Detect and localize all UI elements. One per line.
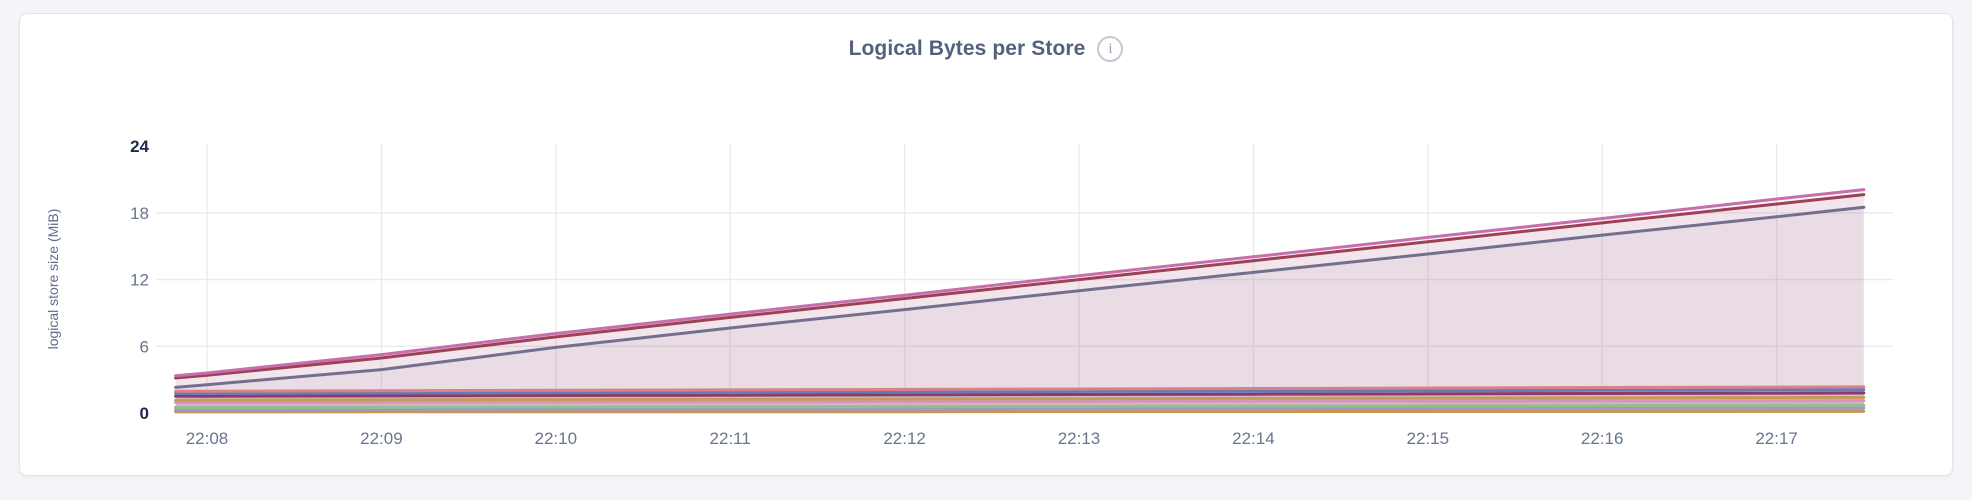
y-axis-tick-label: 12 <box>130 271 149 290</box>
series-fill-store-slate <box>175 207 1864 413</box>
series-fill-store-maroon <box>175 194 1864 413</box>
x-axis-tick-label: 22:12 <box>883 429 926 448</box>
series-line-store-slate[interactable] <box>174 205 1866 389</box>
y-axis-tick-label: 0 <box>140 404 149 423</box>
chart-axis-labels: 22:08 22:09 22:10 22:11 22:12 22:13 22:14 22:15… <box>45 137 1798 448</box>
series-line-store-plum[interactable] <box>174 391 1866 398</box>
series-line-store-steelblue[interactable] <box>174 388 1866 395</box>
y-axis-tick-label: 24 <box>130 137 149 156</box>
x-axis-tick-label: 22:14 <box>1232 429 1275 448</box>
chart-card: Logical Bytes per Store i 22:08 22:09 22:1… <box>19 13 1953 476</box>
x-axis-tick-label: 22:15 <box>1407 429 1450 448</box>
chart-svg[interactable]: 22:08 22:09 22:10 22:11 22:12 22:13 22:14 22:15… <box>20 14 1952 475</box>
chart-series-lines <box>174 188 1866 414</box>
info-icon[interactable]: i <box>1097 36 1124 62</box>
series-line-store-gold[interactable] <box>174 409 1866 414</box>
y-axis-tick-label: 18 <box>130 204 149 223</box>
series-line-store-green[interactable] <box>174 403 1866 409</box>
series-line-store-rose[interactable] <box>174 399 1866 404</box>
series-line-store-lavender[interactable] <box>174 406 1866 412</box>
chart-title: Logical Bytes per Store <box>848 37 1086 60</box>
series-line-store-salmon[interactable] <box>174 385 1866 393</box>
x-axis-tick-label: 22:08 <box>186 429 229 448</box>
chart-header: Logical Bytes per Store i <box>20 36 1952 62</box>
series-line-store-maroon[interactable] <box>174 193 1866 380</box>
x-axis-tick-label: 22:16 <box>1581 429 1624 448</box>
x-axis-tick-label: 22:11 <box>710 429 751 448</box>
y-axis-tick-label: 6 <box>140 337 149 356</box>
series-line-store-tan[interactable] <box>174 395 1866 402</box>
x-axis-tick-label: 22:17 <box>1755 429 1798 448</box>
series-line-store-pink[interactable] <box>174 188 1866 378</box>
series-fill-store-pink <box>175 189 1864 413</box>
x-axis-tick-label: 22:13 <box>1058 429 1101 448</box>
y-axis-title: logical store size (MiB) <box>45 209 61 350</box>
x-axis-tick-label: 22:10 <box>535 429 578 448</box>
x-axis-tick-label: 22:09 <box>360 429 403 448</box>
